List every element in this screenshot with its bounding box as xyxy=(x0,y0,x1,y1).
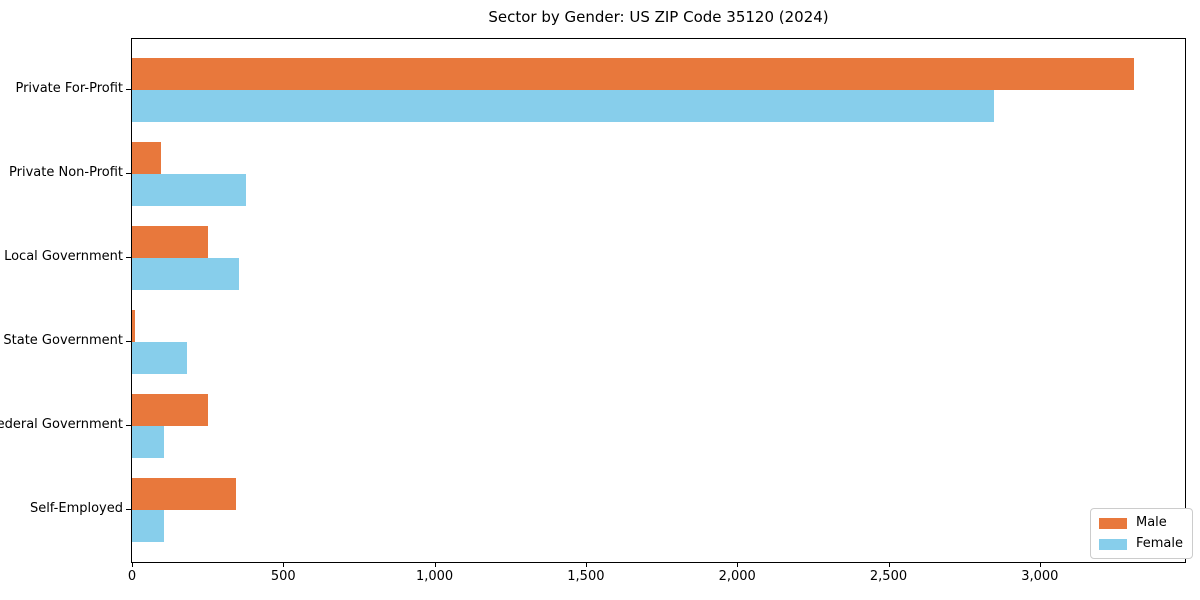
x-tick-label-0: 0 xyxy=(127,569,137,584)
bar-female-state-government xyxy=(132,342,187,374)
x-tick-mark xyxy=(283,563,285,567)
chart-title: Sector by Gender: US ZIP Code 35120 (202… xyxy=(488,8,829,26)
legend: Male Female xyxy=(1090,508,1194,559)
x-tick-mark xyxy=(585,563,587,567)
y-tick-mark xyxy=(126,425,131,426)
bar-male-self-employed xyxy=(132,478,237,510)
y-tick-mark xyxy=(126,173,131,174)
x-tick-mark xyxy=(1039,563,1041,567)
y-tick-label-self-employed: Self-Employed xyxy=(29,501,123,516)
bar-female-local-government xyxy=(132,258,240,290)
bar-male-private-for-profit xyxy=(132,58,1134,90)
bar-female-federal-government xyxy=(132,426,164,458)
legend-label-male: Male xyxy=(1136,515,1167,530)
legend-item-male: Male xyxy=(1099,515,1183,531)
x-tick-mark xyxy=(888,563,890,567)
bar-male-state-government xyxy=(132,310,135,342)
legend-item-female: Female xyxy=(1099,536,1183,552)
y-tick-label-local-government: Local Government xyxy=(4,249,123,264)
y-tick-mark xyxy=(126,509,131,510)
y-tick-label-private-for-profit: Private For-Profit xyxy=(15,81,123,96)
y-tick-label-state-government: State Government xyxy=(3,333,123,348)
bar-female-private-for-profit xyxy=(132,90,995,122)
x-tick-label-3-000: 3,000 xyxy=(1021,569,1059,584)
x-tick-label-1-500: 1,500 xyxy=(567,569,605,584)
plot-area xyxy=(131,38,1186,563)
legend-label-female: Female xyxy=(1136,536,1184,551)
x-tick-mark xyxy=(434,563,436,567)
x-tick-label-2-500: 2,500 xyxy=(869,569,908,584)
y-tick-mark xyxy=(126,89,131,90)
x-tick-label-1-000: 1,000 xyxy=(415,569,454,584)
y-tick-label-private-non-profit: Private Non-Profit xyxy=(9,165,123,180)
y-tick-label-federal-government: Federal Government xyxy=(0,417,123,432)
y-tick-mark xyxy=(126,341,131,342)
x-tick-label-500: 500 xyxy=(270,569,296,584)
bar-female-private-non-profit xyxy=(132,174,246,206)
bar-male-private-non-profit xyxy=(132,142,161,174)
bar-female-self-employed xyxy=(132,510,164,542)
y-tick-mark xyxy=(126,257,131,258)
legend-swatch-female xyxy=(1099,538,1127,550)
x-tick-label-2-000: 2,000 xyxy=(718,569,756,584)
bar-male-local-government xyxy=(132,226,208,258)
bar-male-federal-government xyxy=(132,394,208,426)
x-tick-mark xyxy=(132,563,133,567)
legend-swatch-male xyxy=(1099,517,1127,529)
x-tick-mark xyxy=(737,563,739,567)
